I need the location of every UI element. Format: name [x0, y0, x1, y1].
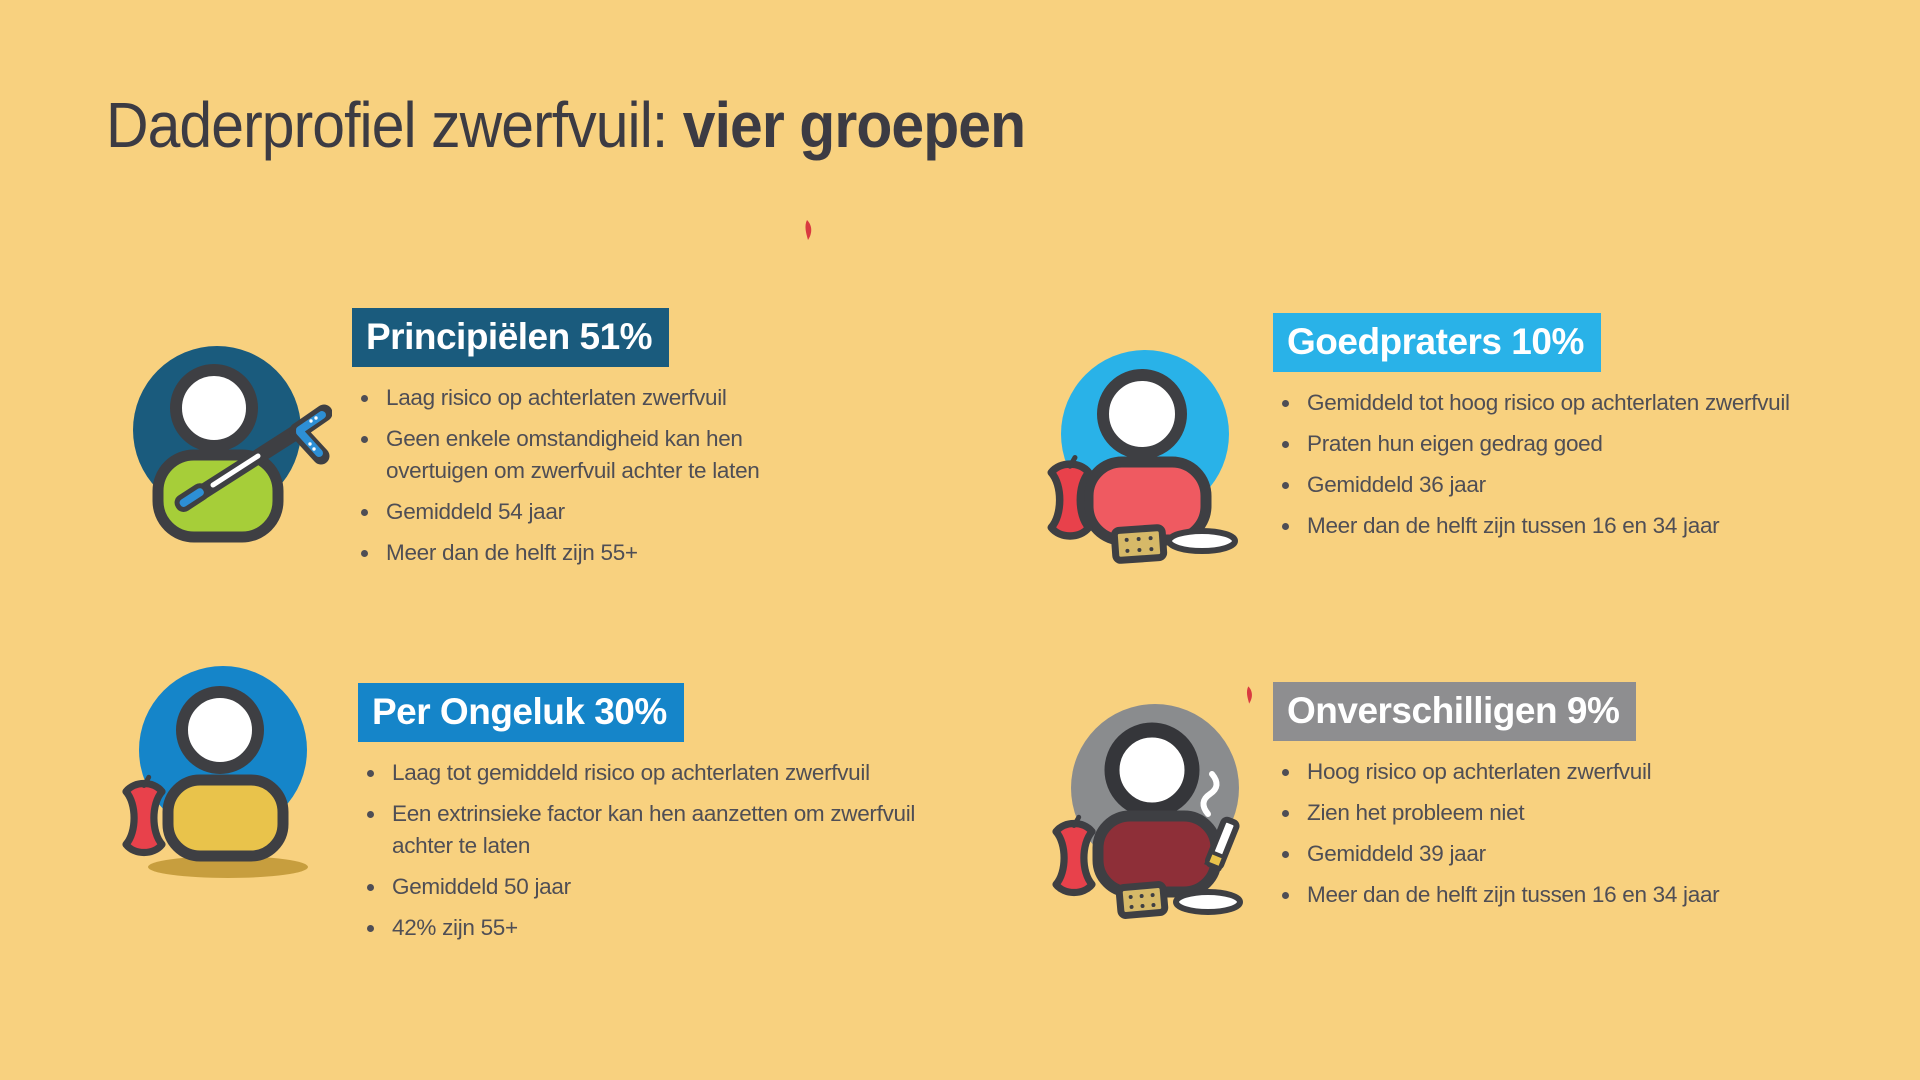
bullet: Gemiddeld 50 jaar [358, 871, 958, 903]
person-head [1097, 369, 1187, 459]
bullet: Meer dan de helft zijn tussen 16 en 34 j… [1273, 879, 1813, 911]
shadow [148, 856, 308, 878]
bullet: Meer dan de helft zijn 55+ [352, 537, 797, 569]
page-title-bold: vier groepen [682, 89, 1026, 161]
group-goedpraters: Goedpraters 10% Gemiddeld tot hoog risic… [1273, 313, 1813, 551]
group-header-label: Principiëlen 51% [366, 316, 653, 357]
apple-core-icon [122, 774, 166, 857]
group-header: Goedpraters 10% [1273, 313, 1601, 372]
person-head [176, 686, 264, 774]
bowl-icon [1166, 528, 1238, 554]
bullet: Zien het probleem niet [1273, 797, 1813, 829]
avatar-goedpraters [1047, 350, 1238, 564]
apple-core-icon [1052, 814, 1096, 897]
wafer-icon [1110, 524, 1168, 564]
group-principielen: Principiëlen 51% Laag risico op achterla… [352, 308, 797, 578]
group-bullets: Hoog risico op achterlaten zwerfvuil Zie… [1273, 756, 1813, 911]
bullet: Gemiddeld tot hoog risico op achterlaten… [1273, 387, 1813, 419]
apple-core-icon [1047, 455, 1093, 540]
group-header: Onverschilligen 9% [1273, 682, 1637, 741]
group-bullets: Laag tot gemiddeld risico op achterlaten… [358, 757, 958, 944]
bullet: Meer dan de helft zijn tussen 16 en 34 j… [1273, 510, 1813, 542]
page-title: Daderprofiel zwerfvuil: vier groepen [106, 88, 1026, 162]
group-header-label: Per Ongeluk 30% [372, 691, 667, 732]
bullet: Gemiddeld 54 jaar [352, 496, 797, 528]
group-header-label: Goedpraters 10% [1287, 321, 1584, 362]
avatar-per-ongeluk [122, 666, 308, 878]
bullet: Laag risico op achterlaten zwerfvuil [352, 382, 797, 414]
person-torso [152, 449, 284, 543]
group-per-ongeluk: Per Ongeluk 30% Laag tot gemiddeld risic… [358, 683, 958, 953]
bullet: 42% zijn 55+ [358, 912, 958, 944]
person-head [1104, 722, 1200, 818]
bullet: Gemiddeld 39 jaar [1273, 838, 1813, 870]
bullet: Geen enkele omstandigheid kan hen overtu… [352, 423, 797, 487]
bullet: Praten hun eigen gedrag goed [1273, 428, 1813, 460]
person-head [170, 364, 258, 452]
group-header-label: Onverschilligen 9% [1287, 690, 1620, 731]
cigarette-icon [1200, 771, 1240, 871]
person-torso [1092, 810, 1222, 898]
group-onverschilligen: Onverschilligen 9% Hoog risico op achter… [1273, 682, 1813, 920]
litter-grabber-icon [174, 404, 332, 512]
group-header: Principiëlen 51% [352, 308, 670, 367]
bullet: Hoog risico op achterlaten zwerfvuil [1273, 756, 1813, 788]
bullet: Gemiddeld 36 jaar [1273, 469, 1813, 501]
avatar-onverschilligen [1052, 704, 1243, 919]
bullet: Een extrinsieke factor kan hen aanzetten… [358, 798, 958, 862]
avatar-principielen [133, 346, 332, 543]
group-bullets: Laag risico op achterlaten zwerfvuil Gee… [352, 382, 797, 569]
bowl-icon [1173, 889, 1243, 915]
bullet: Laag tot gemiddeld risico op achterlaten… [358, 757, 958, 789]
wafer-icon [1115, 881, 1169, 919]
page-title-regular: Daderprofiel zwerfvuil: [106, 89, 683, 161]
group-bullets: Gemiddeld tot hoog risico op achterlaten… [1273, 387, 1813, 542]
group-header: Per Ongeluk 30% [358, 683, 684, 742]
decorative-quote-mark [1246, 686, 1252, 704]
person-torso [162, 774, 289, 862]
decorative-quote-mark [805, 220, 812, 240]
